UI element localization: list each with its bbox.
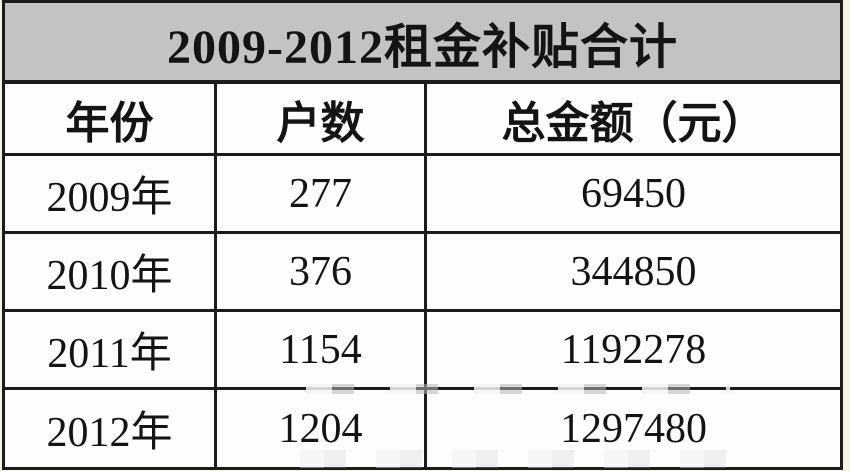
table-row: 2010年 376 344850 [5,234,840,312]
header-row: 年份 户数 总金额（元） [5,84,840,156]
amount-cell: 1192278 [560,326,707,373]
table-row: 2009年 277 69450 [5,156,840,234]
households-cell: 1204 [217,390,427,467]
table-row: 2011年 1154 1192278 [5,312,840,390]
amount-cell: 1297480 [560,405,707,452]
year-cell: 2012年 [5,390,217,467]
year-cell: 2010年 [5,234,217,309]
header-cell-year: 年份 [5,84,217,153]
header-cell-amount: 总金额（元） [501,98,766,148]
households-cell: 277 [217,156,427,231]
amount-cell: 69450 [581,170,686,217]
amount-cell: 344850 [570,248,697,295]
header-cell-households: 户数 [217,84,427,153]
table-title: 2009-2012租金补贴合计 [5,3,840,84]
households-cell: 376 [217,234,427,309]
year-cell: 2011年 [5,312,217,387]
year-cell: 2009年 [5,156,217,231]
households-cell: 1154 [217,312,427,387]
table-row: 2012年 1204 1297480 [5,390,840,467]
